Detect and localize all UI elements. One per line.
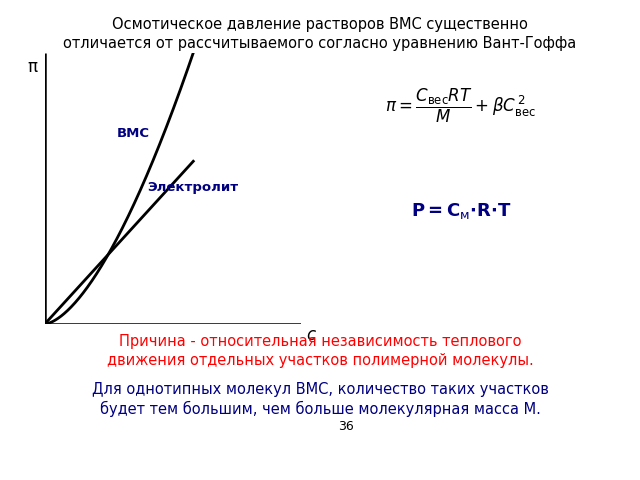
Text: Осмотическое давление растворов ВМС существенно: Осмотическое давление растворов ВМС суще… xyxy=(112,17,528,32)
Text: отличается от рассчитываемого согласно уравнению Вант-Гоффа: отличается от рассчитываемого согласно у… xyxy=(63,36,577,51)
Text: с: с xyxy=(306,326,315,344)
Text: Для однотипных молекул ВМС, количество таких участков: Для однотипных молекул ВМС, количество т… xyxy=(92,382,548,396)
Text: π: π xyxy=(27,58,37,76)
Text: движения отдельных участков полимерной молекулы.: движения отдельных участков полимерной м… xyxy=(107,353,533,368)
Text: $\pi = \dfrac{C_{\rm вес}RT}{M} + \beta C^{\,2}_{\rm вес}$: $\pi = \dfrac{C_{\rm вес}RT}{M} + \beta … xyxy=(385,86,536,125)
Text: Электролит: Электролит xyxy=(147,181,238,194)
Text: будет тем большим, чем больше молекулярная масса М.: будет тем большим, чем больше молекулярн… xyxy=(100,401,540,417)
Text: $\mathbf{P{=}C_{\rm м}{\cdot}R{\cdot}T}$: $\mathbf{P{=}C_{\rm м}{\cdot}R{\cdot}T}$ xyxy=(411,201,511,221)
Text: 36: 36 xyxy=(338,420,353,433)
Text: ВМС: ВМС xyxy=(116,127,150,140)
Text: Причина - относительная независимость теплового: Причина - относительная независимость те… xyxy=(119,334,521,348)
